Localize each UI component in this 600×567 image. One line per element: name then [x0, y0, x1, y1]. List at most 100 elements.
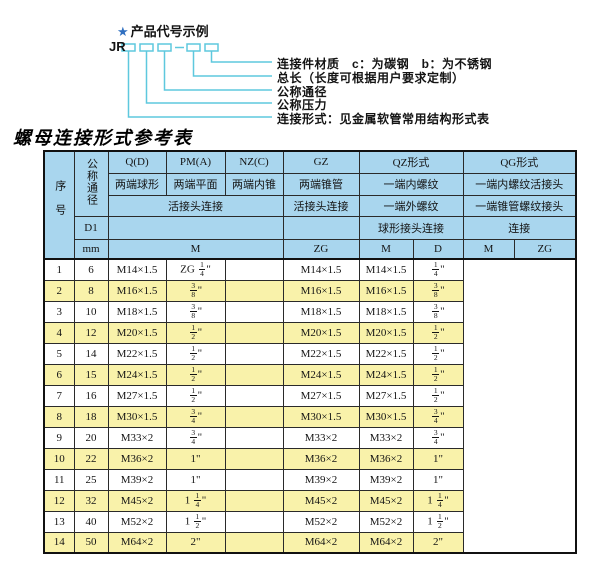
callout-total-length: 总长（长度可根据用户要求定制）	[277, 71, 465, 85]
header-blank-gz	[282, 215, 360, 240]
cell-m-thread: M30×1.5	[107, 405, 167, 428]
table-row: 4 12 M20×1.5 1 2 " M20×1.5 M20×1.5 1 2 "	[43, 321, 576, 344]
cell-gz-zg-thread: 1 2 "	[165, 342, 226, 365]
table-row: 9 20 M33×2 3 4 " M33×2 M33×2 3 4 "	[43, 426, 576, 449]
code-prefix: JR	[109, 39, 126, 54]
cell-row-number: 13	[43, 510, 75, 533]
table-row: 10 22 M36×2 1" M36×2 M36×2 1"	[43, 447, 576, 470]
cell-gz-zg-thread: 1 2 "	[165, 363, 226, 386]
cell-qz-m-thread	[224, 300, 284, 323]
cell-nominal-dn-mm: 18	[73, 405, 109, 428]
cell-qz-d-thread: M36×2	[282, 447, 360, 470]
callout-nominal-pressure: 公称压力	[277, 98, 328, 112]
table-row: 1 6 M14×1.5 ZG 1 4 " M14×1.5 M14×1.5 1 4 "	[43, 258, 576, 281]
cell-row-number: 11	[43, 468, 75, 491]
cell-row-number: 1	[43, 258, 75, 281]
header-qz-desc2: 一端外螺纹	[358, 194, 464, 217]
leader-line	[127, 51, 272, 118]
cell-qz-d-thread: M14×1.5	[282, 258, 360, 281]
cell-gz-zg-thread: 1"	[165, 447, 226, 470]
cell-gz-zg-thread: ZG 1 4 "	[165, 258, 226, 281]
cell-gz-zg-thread: 2"	[165, 531, 226, 554]
cell-nominal-dn-mm: 25	[73, 468, 109, 491]
cell-qg-m-thread: M45×2	[358, 489, 414, 512]
cell-qg-m-thread: M20×1.5	[358, 321, 414, 344]
cell-gz-zg-thread: 3 4 "	[165, 405, 226, 428]
table-row: 8 18 M30×1.5 3 4 " M30×1.5 M30×1.5 3 4 "	[43, 405, 576, 428]
cell-qz-m-thread	[224, 258, 284, 281]
cell-gz-zg-thread: 3 8 "	[165, 279, 226, 302]
cell-qg-zg-thread: 1 2 "	[412, 363, 464, 386]
header-nz-desc: 两端内锥	[224, 172, 284, 196]
cell-qg-m-thread: M24×1.5	[358, 363, 414, 386]
cell-qg-zg-thread: 1 2 "	[412, 321, 464, 344]
cell-qg-m-thread: M39×2	[358, 468, 414, 491]
cell-qg-m-thread: M22×1.5	[358, 342, 414, 365]
cell-gz-zg-thread: 1 2 "	[165, 384, 226, 407]
header-qz-desc1: 一端内螺纹	[358, 172, 464, 196]
star-icon: ★	[117, 24, 129, 39]
cell-m-thread: M52×2	[107, 510, 167, 533]
header-unit-mm: mm	[73, 238, 109, 260]
table-row: 5 14 M22×1.5 1 2 " M22×1.5 M22×1.5 1 2 "	[43, 342, 576, 365]
header-union-connection: 活接头连接	[107, 194, 284, 217]
cell-gz-zg-thread: 3 4 "	[165, 426, 226, 449]
cell-m-thread: M20×1.5	[107, 321, 167, 344]
header-unit-qz-d: D	[412, 238, 464, 260]
header-unit-m: M	[107, 238, 284, 260]
cell-m-thread: M64×2	[107, 531, 167, 554]
cell-qz-d-thread: M33×2	[282, 426, 360, 449]
header-form-qg: QG形式	[462, 150, 577, 174]
cell-qz-m-thread	[224, 531, 284, 554]
cell-qz-m-thread	[224, 342, 284, 365]
cell-row-number: 10	[43, 447, 75, 470]
cell-qz-d-thread: M24×1.5	[282, 363, 360, 386]
cell-m-thread: M39×2	[107, 468, 167, 491]
cell-gz-zg-thread: 1 1 4 "	[165, 489, 226, 512]
code-callout-lines-graphic	[121, 43, 272, 118]
table-row: 12 32 M45×2 1 1 4 " M45×2 M45×2 1 1 4 "	[43, 489, 576, 512]
table-body: 1 6 M14×1.5 ZG 1 4 " M14×1.5 M14×1.5 1 4 " 2 8 M16×1.…	[43, 258, 576, 554]
cell-qz-m-thread	[224, 489, 284, 512]
cell-m-thread: M16×1.5	[107, 279, 167, 302]
product-code-diagram: ★ 产品代号示例 JR 连接件材质 c：为碳钢 b：为不锈钢 总长（长度可根据用户…	[0, 0, 600, 130]
cell-m-thread: M45×2	[107, 489, 167, 512]
cell-gz-zg-thread: 1 2 "	[165, 321, 226, 344]
cell-qg-zg-thread: 2"	[412, 531, 464, 554]
cell-qz-d-thread: M52×2	[282, 510, 360, 533]
cell-qg-zg-thread: 3 8 "	[412, 279, 464, 302]
cell-row-number: 5	[43, 342, 75, 365]
cell-qg-zg-thread: 1 1 2 "	[412, 510, 464, 533]
cell-qg-m-thread: M33×2	[358, 426, 414, 449]
cell-qg-zg-thread: 3 4 "	[412, 405, 464, 428]
cell-row-number: 3	[43, 300, 75, 323]
cell-gz-zg-thread: 1"	[165, 468, 226, 491]
header-form-nz: NZ(C)	[224, 150, 284, 174]
cell-qg-zg-thread: 3 4 "	[412, 426, 464, 449]
header-seq: 序号	[43, 150, 75, 260]
cell-nominal-dn-mm: 10	[73, 300, 109, 323]
leader-line	[210, 51, 272, 63]
leader-line	[163, 51, 272, 91]
header-unit-qz-m: M	[358, 238, 414, 260]
example-heading: ★ 产品代号示例	[117, 21, 209, 40]
table-row: 2 8 M16×1.5 3 8 " M16×1.5 M16×1.5 3 8 "	[43, 279, 576, 302]
cell-qg-zg-thread: 1 2 "	[412, 342, 464, 365]
cell-nominal-dn-mm: 14	[73, 342, 109, 365]
page-title: 螺母连接形式参考表	[13, 128, 193, 148]
cell-m-thread: M22×1.5	[107, 342, 167, 365]
nut-connection-reference-table: 序号 公称通径 Q(D) PM(A) NZ(C) GZ QZ形式 QG形式 两端…	[43, 150, 578, 554]
header-unit-zg: ZG	[282, 238, 360, 260]
cell-m-thread: M18×1.5	[107, 300, 167, 323]
table-header: 序号 公称通径 Q(D) PM(A) NZ(C) GZ QZ形式 QG形式 两端…	[43, 150, 577, 260]
leader-line	[145, 51, 272, 104]
header-unit-qg-zg: ZG	[513, 238, 577, 260]
header-form-qz: QZ形式	[358, 150, 464, 174]
cell-qz-d-thread: M16×1.5	[282, 279, 360, 302]
header-form-gz: GZ	[282, 150, 360, 174]
cell-qg-zg-thread: 1"	[412, 447, 464, 470]
header-dn: 公称通径	[73, 150, 109, 217]
cell-qg-zg-thread: 3 8 "	[412, 300, 464, 323]
cell-nominal-dn-mm: 16	[73, 384, 109, 407]
cell-qz-m-thread	[224, 321, 284, 344]
